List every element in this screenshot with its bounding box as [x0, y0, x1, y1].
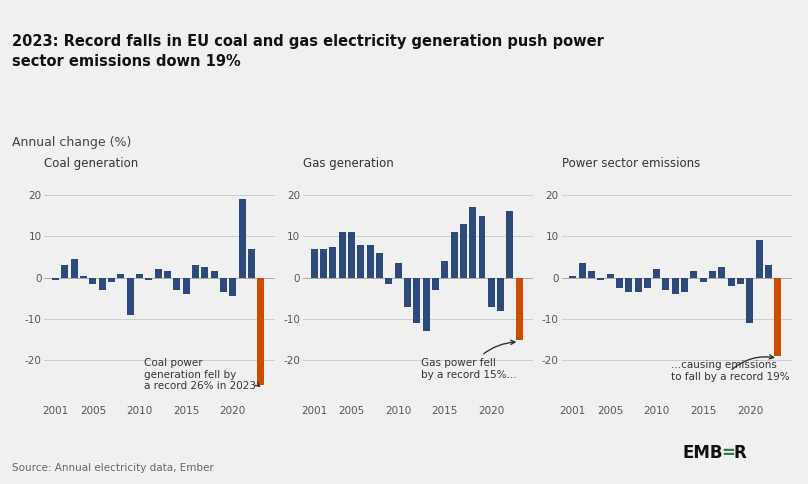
Bar [728, 278, 734, 286]
Bar [765, 265, 772, 278]
Bar [634, 278, 642, 292]
Text: 2023: Record falls in EU coal and gas electricity generation push power
sector e: 2023: Record falls in EU coal and gas el… [12, 34, 604, 69]
Text: Coal generation: Coal generation [44, 157, 139, 170]
Bar [441, 261, 448, 278]
Bar [330, 247, 336, 278]
Bar [774, 278, 781, 356]
Bar [136, 273, 143, 278]
Bar [653, 270, 660, 278]
Bar [238, 199, 246, 278]
Bar [755, 241, 763, 278]
Bar [164, 272, 171, 278]
Bar [367, 244, 373, 278]
Bar [451, 232, 457, 278]
Bar [376, 253, 383, 278]
Bar [625, 278, 632, 292]
Bar [145, 278, 153, 280]
Bar [154, 270, 162, 278]
Text: Power sector emissions: Power sector emissions [562, 157, 700, 170]
Bar [413, 278, 420, 323]
Bar [220, 278, 227, 292]
Bar [478, 215, 486, 278]
Bar [597, 278, 604, 280]
Bar [432, 278, 439, 290]
Bar [127, 278, 133, 315]
Text: EMB: EMB [683, 444, 723, 462]
Bar [588, 272, 595, 278]
Text: Gas generation: Gas generation [303, 157, 393, 170]
Bar [174, 278, 180, 290]
Bar [709, 272, 716, 278]
Bar [497, 278, 504, 311]
Text: =: = [722, 444, 735, 462]
Bar [718, 267, 726, 278]
Bar [488, 278, 494, 306]
Bar [570, 275, 576, 278]
Bar [257, 278, 264, 385]
Text: ...causing emissions
to fall by a record 19%: ...causing emissions to fall by a record… [671, 355, 789, 382]
Bar [671, 278, 679, 294]
Bar [320, 249, 327, 278]
Bar [460, 224, 467, 278]
Bar [248, 249, 255, 278]
Text: Source: Annual electricity data, Ember: Source: Annual electricity data, Ember [12, 463, 214, 473]
Bar [700, 278, 707, 282]
Bar [90, 278, 96, 284]
Bar [339, 232, 346, 278]
Bar [616, 278, 623, 288]
Text: Annual change (%): Annual change (%) [12, 136, 132, 149]
Bar [80, 275, 87, 278]
Text: Gas power fell
by a record 15%...: Gas power fell by a record 15%... [422, 340, 517, 380]
Bar [117, 273, 124, 278]
Bar [183, 278, 190, 294]
Bar [211, 272, 217, 278]
Text: R: R [734, 444, 747, 462]
Bar [357, 244, 364, 278]
Bar [311, 249, 318, 278]
Bar [423, 278, 430, 332]
Bar [507, 212, 513, 278]
Bar [348, 232, 355, 278]
Bar [516, 278, 523, 340]
Bar [53, 278, 59, 280]
Bar [579, 263, 586, 278]
Bar [663, 278, 670, 290]
Bar [404, 278, 411, 306]
Bar [201, 267, 208, 278]
Bar [61, 265, 69, 278]
Bar [229, 278, 236, 296]
Bar [394, 263, 402, 278]
Bar [607, 273, 613, 278]
Bar [644, 278, 650, 288]
Bar [681, 278, 688, 292]
Bar [469, 207, 476, 278]
Bar [192, 265, 199, 278]
Bar [99, 278, 106, 290]
Text: Coal power
generation fell by
a record 26% in 2023: Coal power generation fell by a record 2… [144, 358, 259, 392]
Bar [737, 278, 744, 284]
Bar [71, 259, 78, 278]
Bar [747, 278, 753, 323]
Bar [691, 272, 697, 278]
Bar [108, 278, 115, 282]
Bar [385, 278, 392, 284]
